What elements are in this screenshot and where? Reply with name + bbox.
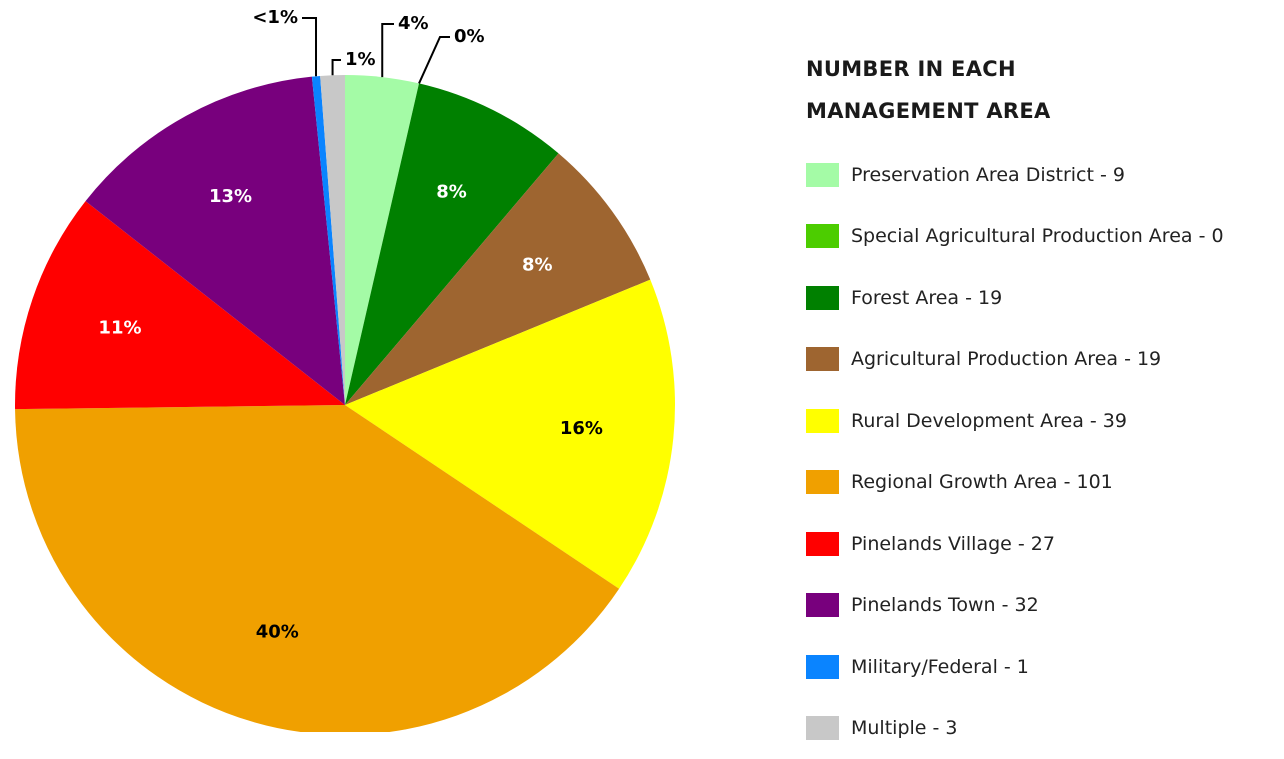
leader-line bbox=[302, 18, 316, 76]
data-label: 11% bbox=[98, 318, 141, 339]
legend-swatch bbox=[806, 286, 839, 310]
legend-item: Pinelands Town - 32 bbox=[806, 575, 1276, 637]
legend-label: Pinelands Town - 32 bbox=[851, 594, 1039, 616]
data-label: 8% bbox=[522, 254, 553, 275]
legend-item: Military/Federal - 1 bbox=[806, 636, 1276, 698]
legend-label: Regional Growth Area - 101 bbox=[851, 471, 1113, 493]
legend-label: Agricultural Production Area - 19 bbox=[851, 348, 1161, 370]
legend-swatch bbox=[806, 655, 839, 679]
legend-label: Special Agricultural Production Area - 0 bbox=[851, 225, 1224, 247]
legend-swatch bbox=[806, 224, 839, 248]
data-label: 16% bbox=[560, 418, 603, 439]
legend-swatch bbox=[806, 716, 839, 740]
legend-label: Multiple - 3 bbox=[851, 717, 958, 739]
legend-item: Preservation Area District - 9 bbox=[806, 144, 1276, 206]
leader-line bbox=[382, 24, 394, 77]
pie-chart: 4% 0% 8% 8% 16% 40% 11% 13% <1% 1% bbox=[0, 0, 760, 732]
leader-line bbox=[419, 37, 450, 83]
data-label: 4% bbox=[398, 13, 429, 34]
legend-label: Preservation Area District - 9 bbox=[851, 164, 1125, 186]
leader-line bbox=[333, 60, 341, 75]
legend-item: Multiple - 3 bbox=[806, 698, 1276, 759]
page: 4% 0% 8% 8% 16% 40% 11% 13% <1% 1% NUMBER IN EACH… bbox=[0, 0, 1284, 732]
legend-swatch bbox=[806, 593, 839, 617]
legend-item: Forest Area - 19 bbox=[806, 267, 1276, 329]
legend-label: Rural Development Area - 39 bbox=[851, 410, 1127, 432]
legend-swatch bbox=[806, 163, 839, 187]
legend-item: Rural Development Area - 39 bbox=[806, 390, 1276, 452]
legend-item: Regional Growth Area - 101 bbox=[806, 452, 1276, 514]
data-label: 0% bbox=[454, 26, 485, 47]
legend-swatch bbox=[806, 470, 839, 494]
legend-label: Pinelands Village - 27 bbox=[851, 533, 1055, 555]
data-label: 8% bbox=[436, 182, 467, 203]
data-label: 13% bbox=[209, 186, 252, 207]
data-label: 1% bbox=[345, 49, 376, 70]
data-label: 40% bbox=[256, 622, 299, 643]
legend-label: Forest Area - 19 bbox=[851, 287, 1002, 309]
chart-title: NUMBER IN EACH MANAGEMENT AREA bbox=[806, 48, 1106, 132]
legend: NUMBER IN EACH MANAGEMENT AREA Preservat… bbox=[806, 48, 1276, 759]
legend-swatch bbox=[806, 409, 839, 433]
legend-item: Agricultural Production Area - 19 bbox=[806, 329, 1276, 391]
legend-swatch bbox=[806, 532, 839, 556]
legend-label: Military/Federal - 1 bbox=[851, 656, 1029, 678]
legend-item: Pinelands Village - 27 bbox=[806, 513, 1276, 575]
data-label: <1% bbox=[252, 7, 298, 28]
legend-swatch bbox=[806, 347, 839, 371]
legend-item: Special Agricultural Production Area - 0 bbox=[806, 206, 1276, 268]
